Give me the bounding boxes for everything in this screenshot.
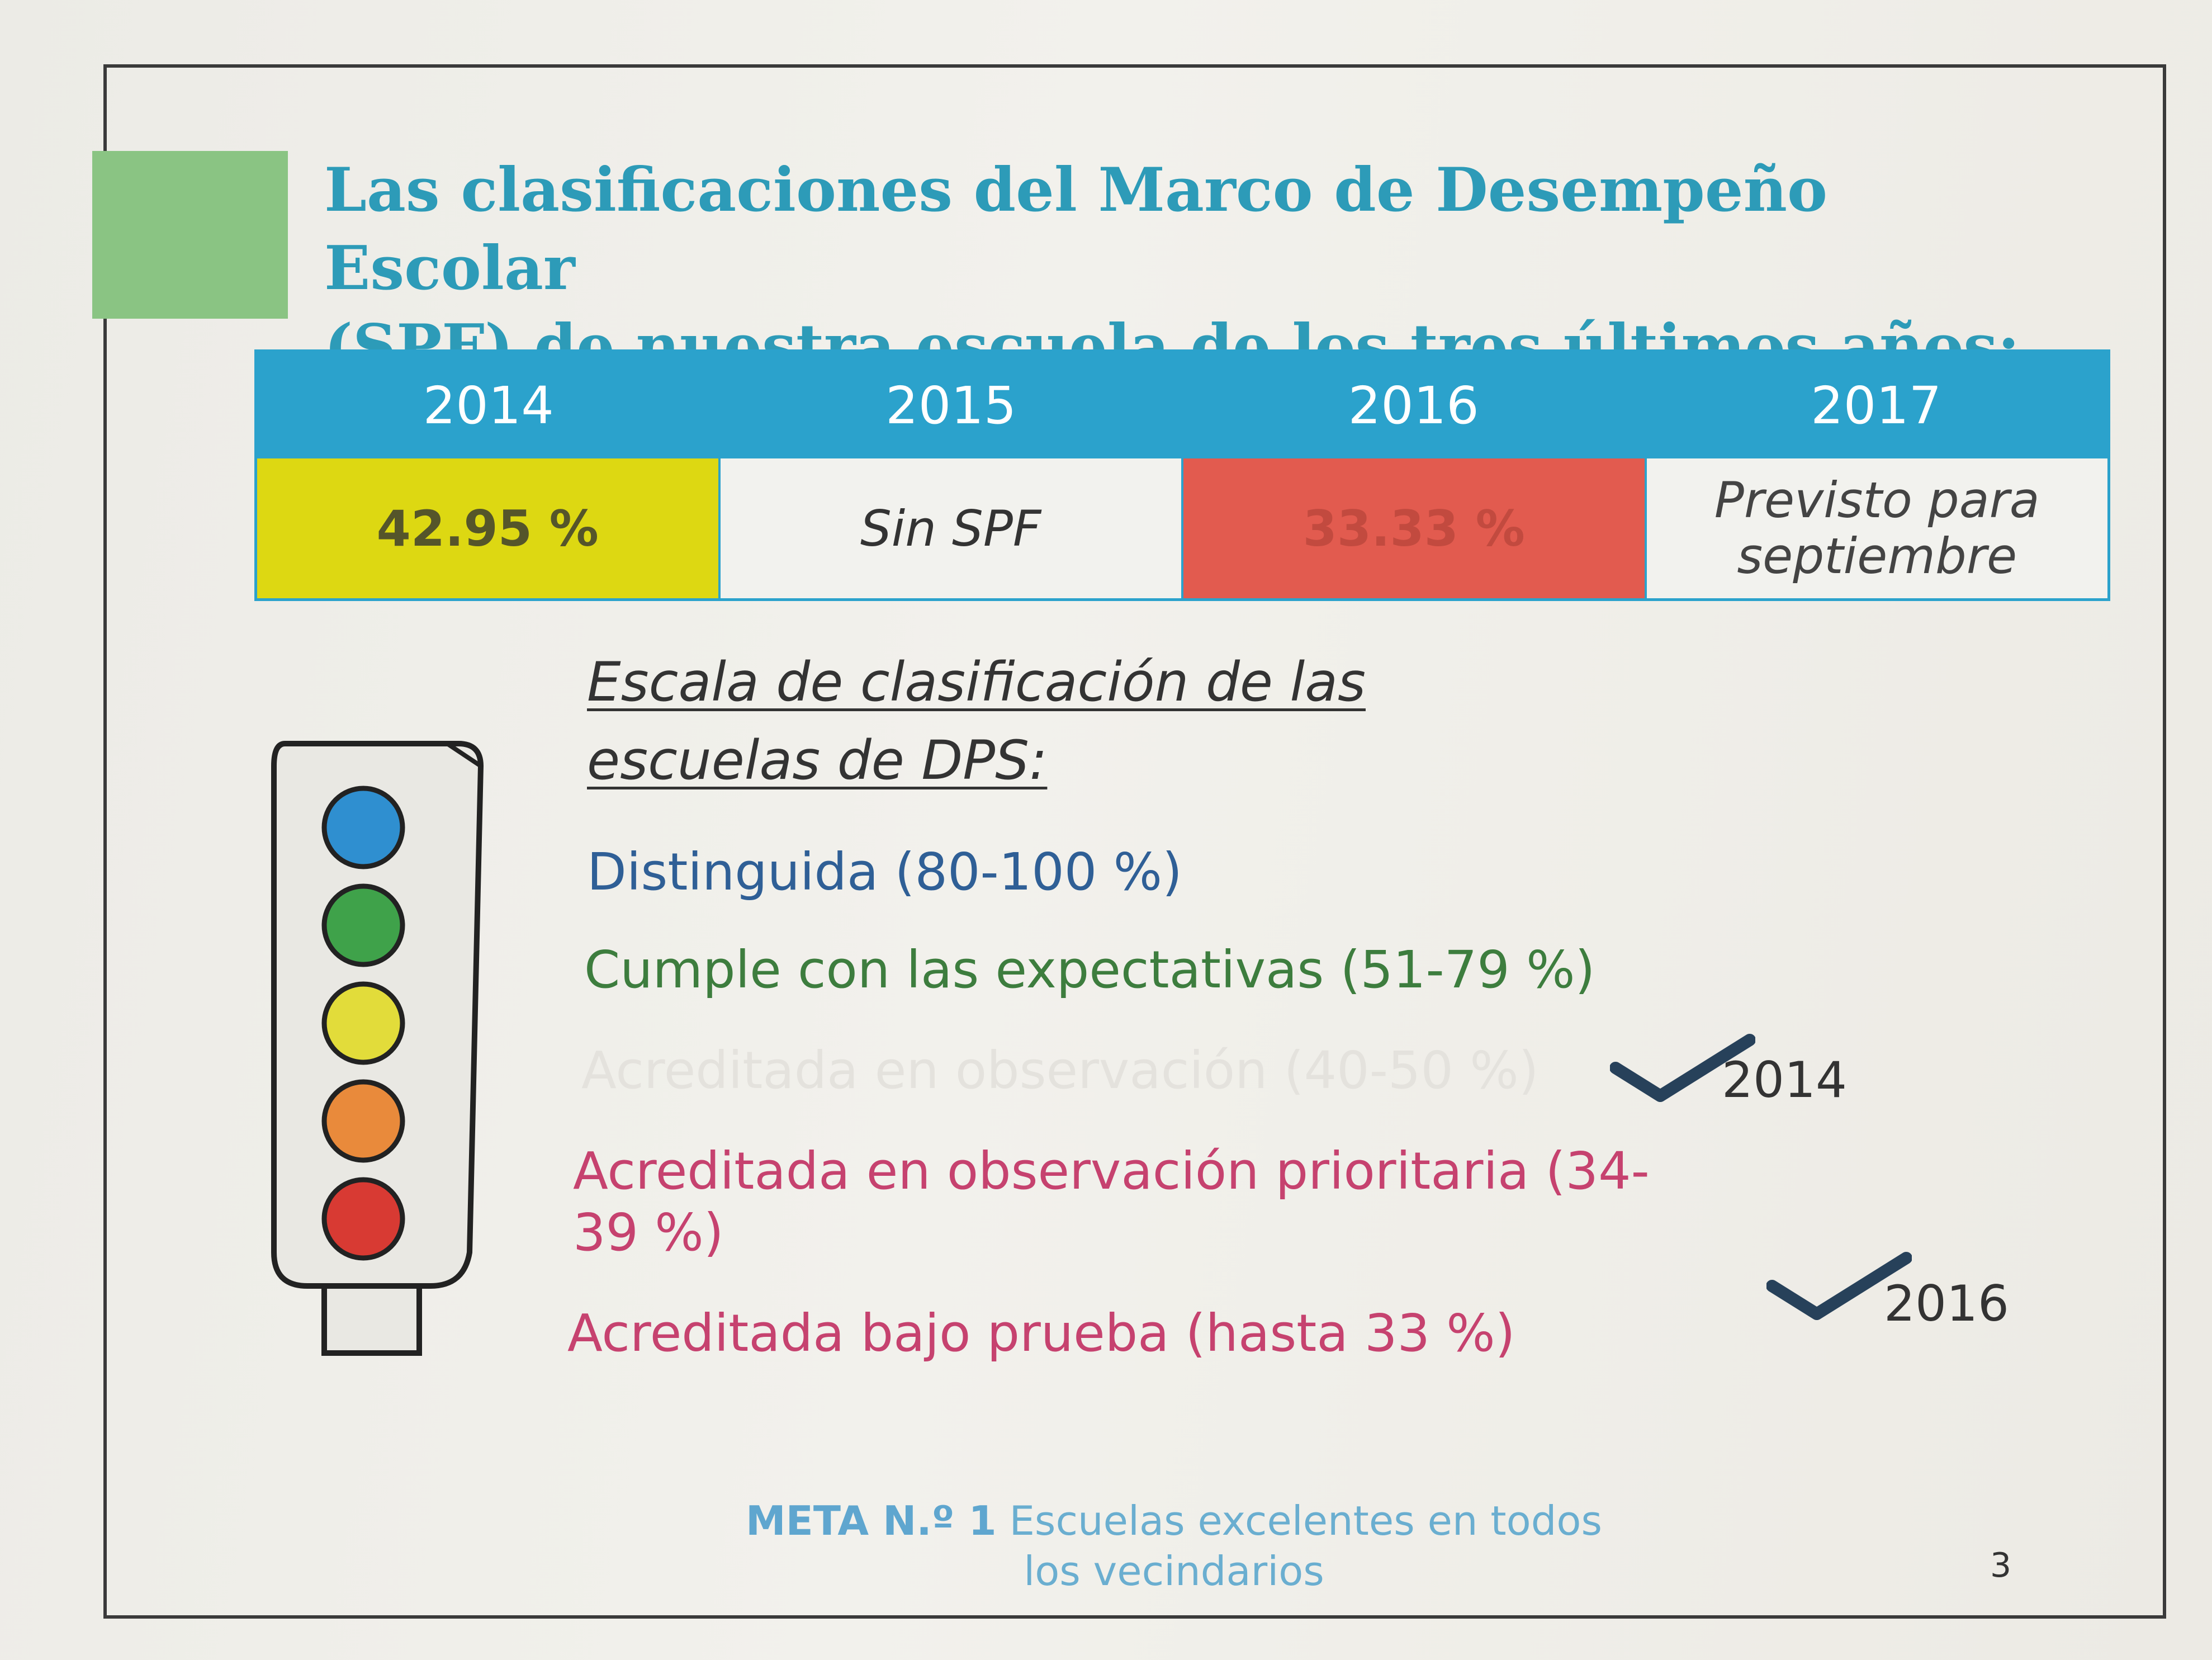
scale-item-observacion-prioritaria: Acreditada en observación prioritaria (3… [573,1141,1650,1262]
green-light-icon [321,883,405,967]
page-number: 3 [1990,1546,2012,1585]
checkmark-icon [1766,1252,1912,1320]
value-2017: Previsto para septiembre [1646,458,2107,598]
title-line-1: Las clasificaciones del Marco de Desempe… [324,155,1828,304]
orange-light-icon [321,1079,405,1163]
title-accent-block [92,151,288,319]
table-value-row: 42.95 % Sin SPF 33.33 % Previsto para se… [257,458,2107,598]
traffic-light-icon [271,741,484,1356]
check-year-2016: 2016 [1884,1275,2009,1332]
footer-text: Escuelas excelentes en todos los vecinda… [1009,1497,1602,1595]
footer-goal: META N.º 1 Escuelas excelentes en todos … [727,1496,1621,1596]
header-2017: 2017 [1811,375,1942,436]
check-year-2014: 2014 [1722,1051,1847,1109]
red-light-icon [321,1177,405,1261]
header-2014: 2014 [423,375,554,436]
scale-item-distinguida: Distinguida (80-100 %) [587,842,1182,902]
footer-meta-label: META N.º 1 [746,1497,997,1544]
spf-ratings-table: 2014 2015 2016 2017 42.95 % Sin SPF 33.3… [254,349,2110,601]
scale-item-observacion: Acreditada en observación (40-50 %) [581,1041,1539,1100]
table-header-row: 2014 2015 2016 2017 [257,352,2107,458]
checkmark-icon [1610,1034,1755,1102]
blue-light-icon [321,786,405,869]
header-2016: 2016 [1348,375,1479,436]
scale-title: Escala de clasificación de las escuelas … [587,651,1366,792]
scale-item-cumple: Cumple con las expectativas (51-79 %) [584,940,1595,1000]
scale-item-bajo-prueba: Acreditada bajo prueba (hasta 33 %) [567,1303,1515,1363]
value-2014: 42.95 % [257,458,721,598]
slide-frame [103,64,2166,1619]
header-2015: 2015 [885,375,1017,436]
value-2016: 33.33 % [1183,458,1647,598]
yellow-light-icon [321,981,405,1065]
value-2015: Sin SPF [720,458,1183,598]
